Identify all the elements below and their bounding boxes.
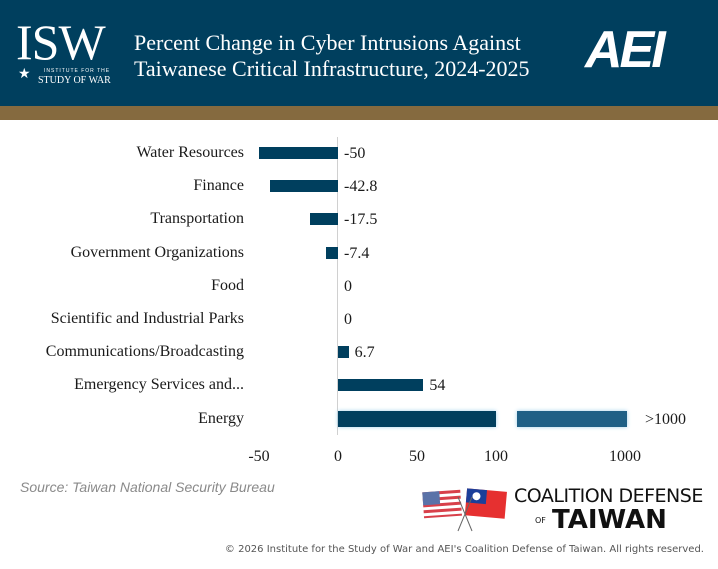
value-label: -17.5 bbox=[344, 211, 378, 229]
value-label: -42.8 bbox=[344, 178, 378, 196]
bar bbox=[259, 147, 338, 159]
value-label: 0 bbox=[344, 311, 352, 328]
logo-line2: TAIWAN bbox=[552, 505, 667, 535]
category-label: Finance bbox=[193, 177, 244, 195]
logo-line1: COALITION DEFENSE bbox=[514, 485, 703, 507]
x-tick-label: -50 bbox=[248, 448, 270, 465]
value-label: 6.7 bbox=[354, 344, 375, 362]
value-label: 0 bbox=[344, 277, 352, 295]
category-label: Communications/Broadcasting bbox=[45, 343, 244, 361]
category-label: Emergency Services and... bbox=[74, 376, 244, 394]
bar bbox=[338, 410, 496, 427]
bar bbox=[338, 346, 349, 359]
x-tick-label: 1000 bbox=[609, 448, 641, 465]
value-label: 54 bbox=[429, 377, 446, 395]
flags-icon bbox=[422, 488, 507, 532]
x-tick-label: 0 bbox=[334, 448, 342, 465]
chart-title: Percent Change in Cyber Intrusions Again… bbox=[134, 30, 530, 82]
bar bbox=[326, 246, 338, 259]
bar bbox=[338, 379, 424, 392]
category-label: Scientific and Industrial Parks bbox=[50, 310, 244, 327]
logo-of: OF bbox=[535, 516, 546, 525]
bar-broken-segment bbox=[517, 410, 627, 427]
category-label: Water Resources bbox=[136, 144, 244, 161]
star-icon: ★ bbox=[18, 66, 31, 82]
x-tick-label: 100 bbox=[484, 448, 508, 465]
isw-logo-letters: ISW bbox=[16, 14, 106, 70]
isw-logo: ISW ★ INSTITUTE FOR THE STUDY OF WAR bbox=[16, 14, 111, 86]
source-note: Source: Taiwan National Security Bureau bbox=[20, 479, 275, 495]
bar bbox=[270, 180, 338, 193]
x-tick-label: 50 bbox=[409, 448, 425, 465]
header: ISW ★ INSTITUTE FOR THE STUDY OF WAR Per… bbox=[0, 0, 718, 106]
value-label: >1000 bbox=[645, 410, 687, 428]
category-label: Energy bbox=[198, 409, 244, 427]
category-label: Government Organizations bbox=[70, 243, 244, 261]
category-label: Transportation bbox=[150, 210, 244, 228]
isw-logo-line1: INSTITUTE FOR THE bbox=[44, 68, 111, 74]
title-line-2: Taiwanese Critical Infrastructure, 2024-… bbox=[134, 56, 530, 81]
zero-axis-line bbox=[337, 137, 338, 435]
category-label: Food bbox=[211, 276, 244, 294]
value-label: -50 bbox=[344, 145, 366, 162]
isw-logo-line2: STUDY OF WAR bbox=[38, 75, 111, 86]
title-line-1: Percent Change in Cyber Intrusions Again… bbox=[134, 30, 521, 55]
value-label: -7.4 bbox=[344, 244, 370, 262]
copyright: © 2026 Institute for the Study of War an… bbox=[224, 544, 704, 555]
bar bbox=[310, 213, 338, 226]
aei-logo: AEI bbox=[585, 21, 666, 79]
header-band bbox=[0, 106, 718, 120]
